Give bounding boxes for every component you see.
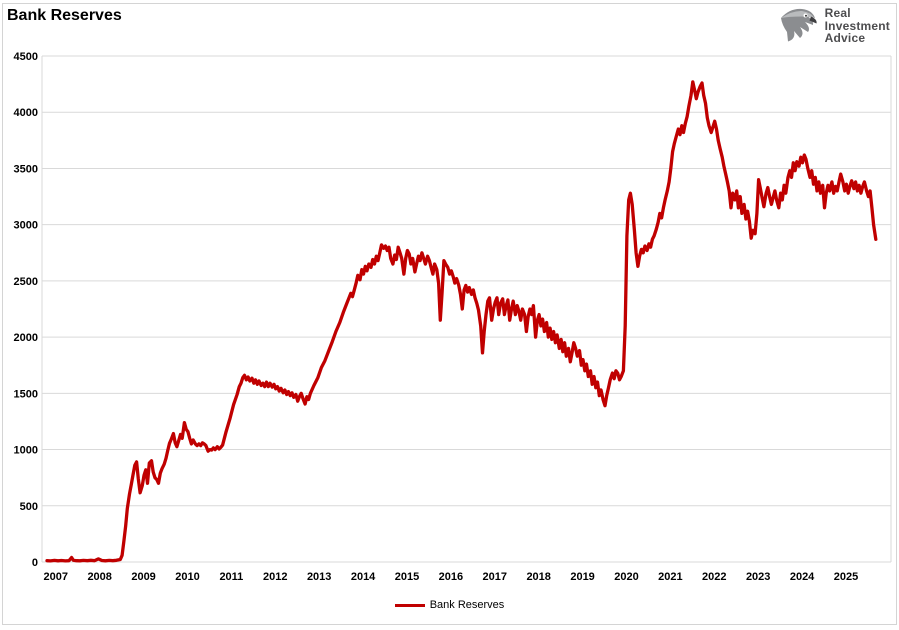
y-tick-label: 3000 (14, 220, 38, 232)
y-tick-label: 3500 (14, 163, 38, 175)
x-tick-label: 2025 (834, 571, 858, 583)
x-tick-label: 2016 (439, 571, 463, 583)
x-tick-label: 2023 (746, 571, 770, 583)
y-tick-label: 4500 (14, 51, 38, 63)
y-tick-label: 500 (20, 501, 38, 513)
y-tick-label: 0 (32, 557, 38, 569)
logo-line-2: Investment (824, 18, 890, 33)
legend-label: Bank Reserves (429, 599, 505, 611)
y-tick-label: 1000 (14, 445, 38, 457)
x-tick-label: 2009 (131, 571, 155, 583)
x-axis-labels: 2007 2008 2009 2010 2011 2012 2013 2014 2015 2016… (44, 571, 859, 583)
legend-line-swatch (394, 603, 425, 607)
bank-reserves-series-line (45, 80, 878, 563)
x-tick-label: 2015 (395, 571, 419, 583)
x-tick-label: 2019 (570, 571, 594, 583)
logo-line-3: Advice (824, 31, 866, 45)
x-tick-label: 2018 (526, 571, 550, 583)
x-tick-label: 2012 (263, 571, 287, 583)
y-tick-label: 1500 (14, 388, 38, 400)
real-investment-advice-logo: Real Investment Advice (778, 7, 890, 45)
chart-legend: Bank Reserves (0, 599, 899, 611)
logo-line-1: Real (824, 6, 851, 20)
x-tick-label: 2020 (614, 571, 638, 583)
x-tick-label: 2017 (483, 571, 507, 583)
y-tick-label: 2500 (14, 276, 38, 288)
chart-title: Bank Reserves (7, 7, 122, 24)
eagle-logo-icon (780, 9, 817, 42)
y-tick-label: 4000 (14, 107, 38, 119)
x-tick-label: 2021 (658, 571, 682, 583)
x-tick-label: 2010 (175, 571, 199, 583)
bank-reserves-line-chart: 0 500 1000 1500 2000 2500 3000 3500 4000 4500 2007… (14, 51, 892, 583)
x-tick-label: 2007 (44, 571, 68, 583)
x-tick-label: 2008 (87, 571, 111, 583)
y-axis-labels: 0 500 1000 1500 2000 2500 3000 3500 4000 4500 (14, 51, 38, 569)
x-tick-label: 2013 (307, 571, 331, 583)
grid-lines (41, 55, 892, 563)
logo-text: Real Investment Advice (825, 7, 890, 45)
x-tick-label: 2024 (790, 571, 815, 583)
x-tick-label: 2014 (351, 571, 376, 583)
y-tick-label: 2000 (14, 332, 38, 344)
x-tick-label: 2022 (702, 571, 726, 583)
x-tick-label: 2011 (219, 571, 243, 583)
